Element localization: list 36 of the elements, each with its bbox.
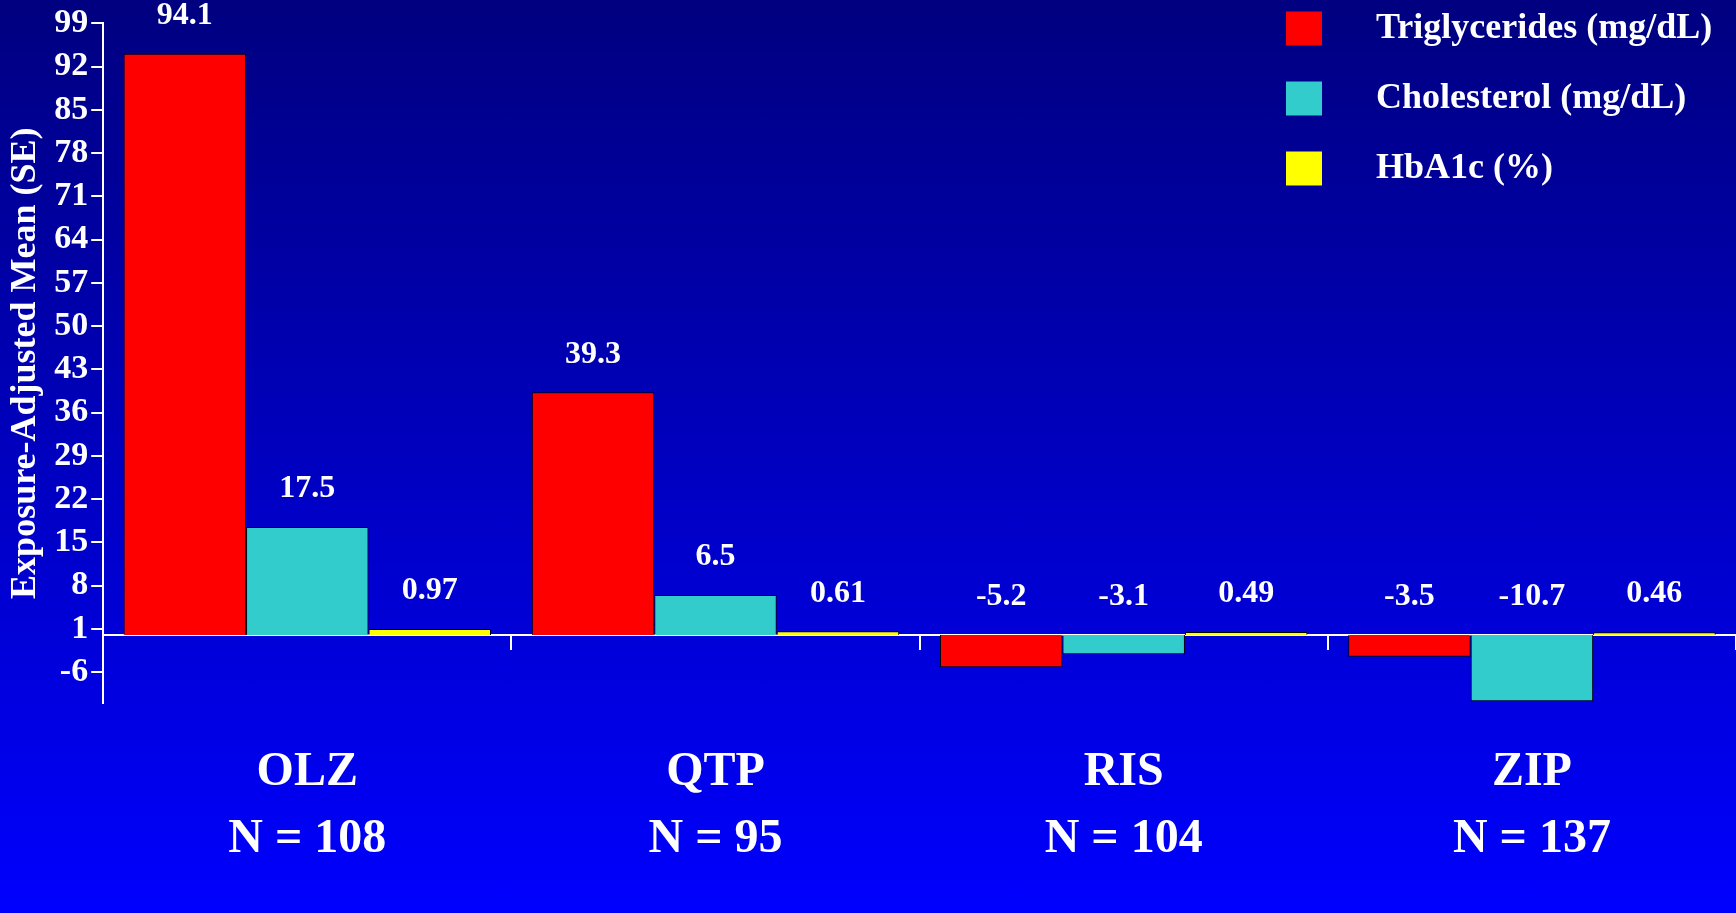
y-tick-label: 99 <box>54 2 89 40</box>
data-label: 17.5 <box>279 468 336 505</box>
legend-label: Cholesterol (mg/dL) <box>1376 75 1687 116</box>
legend-label: HbA1c (%) <box>1376 145 1553 186</box>
data-label: -3.5 <box>1384 576 1435 613</box>
data-label: 39.3 <box>565 333 622 370</box>
x-tick-label: QTP N = 95 <box>648 742 783 863</box>
x-tick-label: RIS N = 104 <box>1044 742 1203 863</box>
y-tick-label: 85 <box>54 88 89 126</box>
y-axis-title: Exposure-Adjusted Mean (SE) <box>2 127 43 599</box>
y-tick-label: 1 <box>71 607 89 645</box>
y-tick-label: 78 <box>54 131 89 169</box>
data-label: 0.61 <box>809 572 866 609</box>
data-label: -10.7 <box>1498 576 1566 613</box>
y-tick-label: 8 <box>71 564 89 602</box>
legend-label: Triglycerides (mg/dL) <box>1376 5 1713 46</box>
x-tick-label: OLZ N = 108 <box>228 742 387 863</box>
y-tick-label: 15 <box>54 521 89 559</box>
data-label: 0.46 <box>1626 573 1683 610</box>
y-tick-label: 29 <box>54 434 89 472</box>
data-label: 0.49 <box>1218 573 1275 610</box>
y-tick-label: 22 <box>54 477 89 515</box>
y-tick-label: 36 <box>54 391 89 429</box>
data-label: -5.2 <box>975 576 1027 613</box>
y-tick-label: 57 <box>54 261 89 299</box>
y-tick-label: 71 <box>54 175 89 213</box>
y-tick-label: 43 <box>54 348 89 386</box>
data-label: 6.5 <box>695 536 736 573</box>
data-label: 94.1 <box>156 0 213 31</box>
y-tick-label: 50 <box>54 304 89 342</box>
y-tick-label: 64 <box>54 218 89 256</box>
data-label: 0.97 <box>401 570 458 607</box>
y-tick-label: -6 <box>59 650 89 688</box>
x-tick-label: ZIP N = 137 <box>1452 742 1611 863</box>
data-label: -3.1 <box>1098 576 1150 613</box>
y-tick-label: 92 <box>54 45 89 83</box>
